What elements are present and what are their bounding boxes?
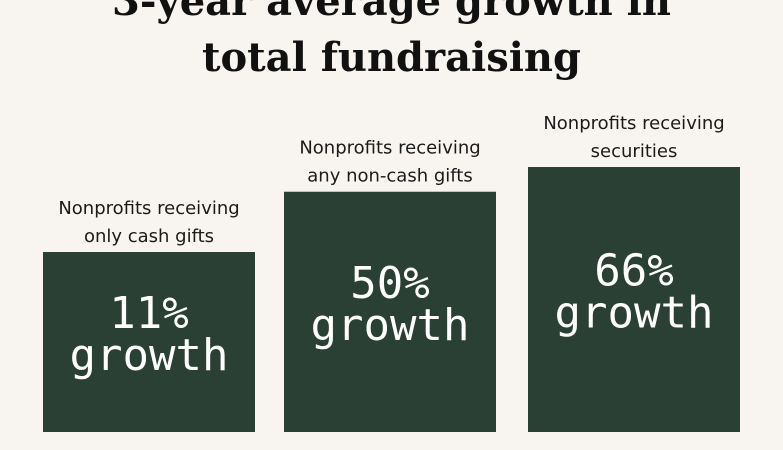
category-label-1-line-1: Nonprofits receiving [58, 198, 239, 219]
bar-2 [284, 191, 496, 432]
category-label-3-line-1: Nonprofits receiving [543, 113, 724, 134]
category-label-2-line-1: Nonprofits receiving [299, 138, 480, 159]
data-label-3-line-1: 66% [594, 246, 673, 297]
chart-title-line-1: 3-year average growth in [112, 0, 671, 25]
category-label-2-line-2: any non-cash gifts [307, 166, 472, 187]
data-label-3-line-2: growth [555, 288, 714, 339]
data-label-2-line-2: growth [311, 300, 470, 351]
chart-title-line-2: total fundraising [202, 34, 581, 81]
data-label-1-line-1: 11% [109, 288, 188, 339]
category-label-1-line-2: only cash gifts [84, 226, 214, 247]
data-label-1-line-2: growth [70, 330, 229, 381]
bar-3 [528, 167, 740, 432]
category-label-3-line-2: securities [591, 141, 678, 162]
bar-1 [43, 252, 255, 432]
data-label-2-line-1: 50% [350, 258, 429, 309]
